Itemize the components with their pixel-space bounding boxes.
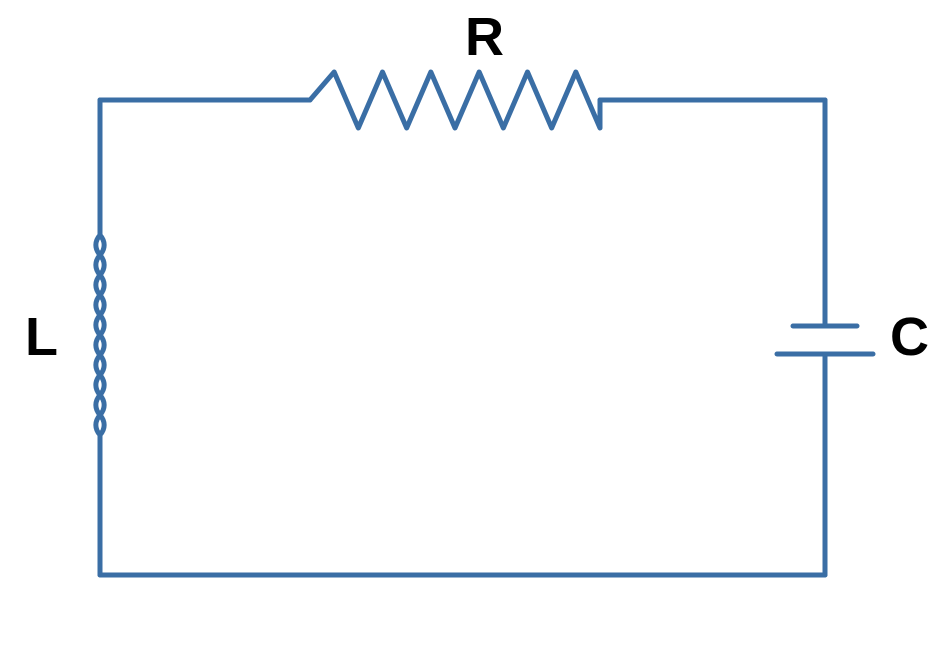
inductor-label: L (25, 310, 58, 364)
rlc-circuit-diagram: R L C (0, 0, 935, 649)
circuit-svg (0, 0, 935, 649)
capacitor-label: C (890, 310, 929, 364)
resistor-symbol (310, 72, 600, 128)
resistor-label: R (465, 10, 504, 64)
